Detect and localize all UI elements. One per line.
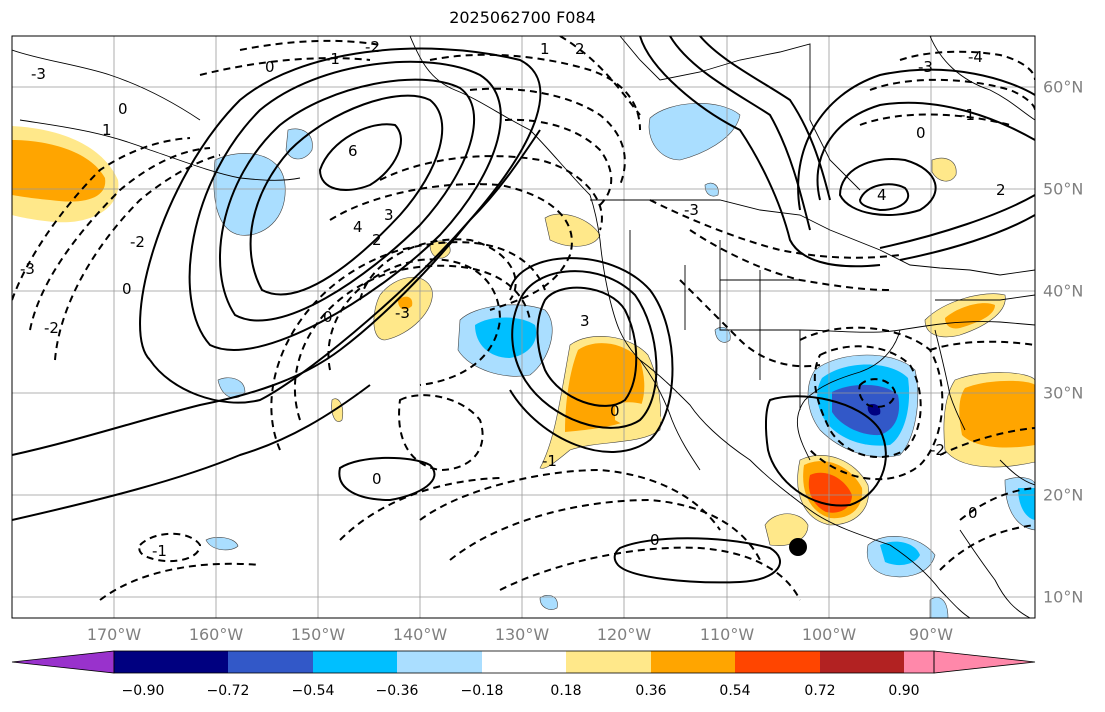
contour-label: 0 bbox=[118, 100, 128, 118]
colorbar-tick-label: 0.36 bbox=[635, 683, 667, 699]
contour-label: 0 bbox=[122, 280, 132, 298]
colorbar-tick-label: 0.90 bbox=[888, 683, 920, 699]
colorbar-bin bbox=[482, 651, 566, 673]
lon-label: 120°W bbox=[596, 625, 652, 644]
contour-labels: 6 4 3 2 1 0 0 0 -1 -2 -3 3 -3 -1 -2 -3 0… bbox=[20, 38, 1006, 560]
shade-region bbox=[429, 240, 451, 259]
shade-region bbox=[205, 537, 239, 551]
contour-label: 2 bbox=[996, 181, 1006, 199]
coastlines bbox=[12, 36, 1035, 618]
colorbar-bin bbox=[313, 651, 397, 673]
shade-region bbox=[539, 595, 558, 610]
shade-region bbox=[704, 182, 719, 197]
shade-region bbox=[764, 513, 809, 546]
lon-label: 90°W bbox=[908, 625, 954, 644]
lat-label: 50°N bbox=[1043, 179, 1084, 199]
contour-label: -2 bbox=[44, 319, 59, 337]
contour-label: 0 bbox=[650, 531, 660, 549]
contour-label: -1 bbox=[542, 452, 557, 470]
shade-region bbox=[398, 296, 413, 310]
shade-region bbox=[959, 380, 1035, 448]
colorbar-tick-label: 0.72 bbox=[804, 683, 836, 699]
colorbar-tick-label: −0.72 bbox=[206, 683, 250, 699]
contour-label: -1 bbox=[152, 542, 167, 560]
lon-label: 110°W bbox=[699, 625, 755, 644]
contour-label: 0 bbox=[372, 470, 382, 488]
colorbar-bin bbox=[143, 651, 228, 673]
contour-label: 1 bbox=[540, 40, 550, 58]
contour-label: 3 bbox=[384, 206, 394, 224]
contour-label: -3 bbox=[31, 65, 46, 83]
contour-label: -2 bbox=[930, 441, 945, 459]
contour-label: -3 bbox=[20, 260, 35, 278]
colorbar-bin bbox=[820, 651, 904, 673]
contour-label: -1 bbox=[960, 106, 975, 124]
lon-label: 150°W bbox=[290, 625, 346, 644]
shading-layer bbox=[12, 103, 1035, 618]
shade-region bbox=[544, 213, 601, 247]
contour-label: 2 bbox=[372, 231, 382, 249]
shade-region bbox=[648, 103, 741, 161]
colorbar-high-extension bbox=[933, 650, 1036, 674]
lon-label: 140°W bbox=[392, 625, 448, 644]
colorbar-bin bbox=[735, 651, 820, 673]
shade-region bbox=[615, 402, 662, 428]
gridlines bbox=[12, 36, 1035, 618]
colorbar-tick-label: −0.54 bbox=[291, 683, 335, 699]
shade-region bbox=[832, 384, 900, 436]
contour-label: 0 bbox=[323, 308, 333, 326]
colorbar-bin bbox=[566, 651, 651, 673]
shade-region bbox=[213, 153, 286, 236]
colorbar-bin bbox=[397, 651, 482, 673]
shade-region bbox=[714, 327, 731, 343]
lon-label: 170°W bbox=[86, 625, 142, 644]
lat-label: 60°N bbox=[1043, 77, 1084, 97]
colorbar-tick-label: −0.36 bbox=[375, 683, 419, 699]
location-marker bbox=[789, 538, 807, 556]
colorbar-tick-label: −0.18 bbox=[460, 683, 504, 699]
contour-label: 6 bbox=[348, 142, 358, 160]
lat-label: 30°N bbox=[1043, 383, 1084, 403]
contour-label: 1 bbox=[102, 121, 112, 139]
colorbar-bin bbox=[228, 651, 313, 673]
colorbar-outline bbox=[113, 650, 935, 674]
contour-label: -2 bbox=[365, 38, 380, 56]
contour-label: 0 bbox=[610, 402, 620, 420]
lon-label: 160°W bbox=[188, 625, 244, 644]
colorbar-tick-label: 0.54 bbox=[719, 683, 751, 699]
lon-label: 100°W bbox=[801, 625, 857, 644]
colorbar-tick-label: −0.90 bbox=[121, 683, 165, 699]
contour-label: 0 bbox=[968, 504, 978, 522]
shade-region bbox=[12, 140, 106, 202]
contour-label: -3 bbox=[395, 304, 410, 322]
colorbar-bin bbox=[651, 651, 735, 673]
contour-label: -3 bbox=[918, 58, 933, 76]
lat-label: 40°N bbox=[1043, 281, 1084, 301]
contour-label: -4 bbox=[968, 48, 983, 66]
lat-label: 10°N bbox=[1043, 587, 1084, 607]
lon-label: 130°W bbox=[494, 625, 550, 644]
shade-region bbox=[931, 157, 957, 182]
contour-label: 4 bbox=[877, 186, 887, 204]
colorbar bbox=[11, 650, 1036, 674]
contour-label: -2 bbox=[130, 233, 145, 251]
contour-label: -1 bbox=[325, 50, 340, 68]
colorbar-tick-label: 0.18 bbox=[550, 683, 582, 699]
contour-label: 3 bbox=[580, 312, 590, 330]
shade-region bbox=[929, 597, 949, 618]
contour-label: 0 bbox=[265, 58, 275, 76]
colorbar-bin bbox=[904, 651, 934, 673]
contour-label: -3 bbox=[684, 201, 699, 219]
contour-label: 0 bbox=[916, 124, 926, 142]
shade-region bbox=[1018, 488, 1035, 520]
map-title: 2025062700 F084 bbox=[449, 8, 596, 27]
contour-label: 4 bbox=[353, 218, 363, 236]
lat-label: 20°N bbox=[1043, 485, 1084, 505]
contour-label: 2 bbox=[575, 40, 585, 58]
contour-lines bbox=[12, 36, 1035, 601]
colorbar-low-extension bbox=[11, 650, 115, 674]
map-frame bbox=[11, 35, 1036, 619]
